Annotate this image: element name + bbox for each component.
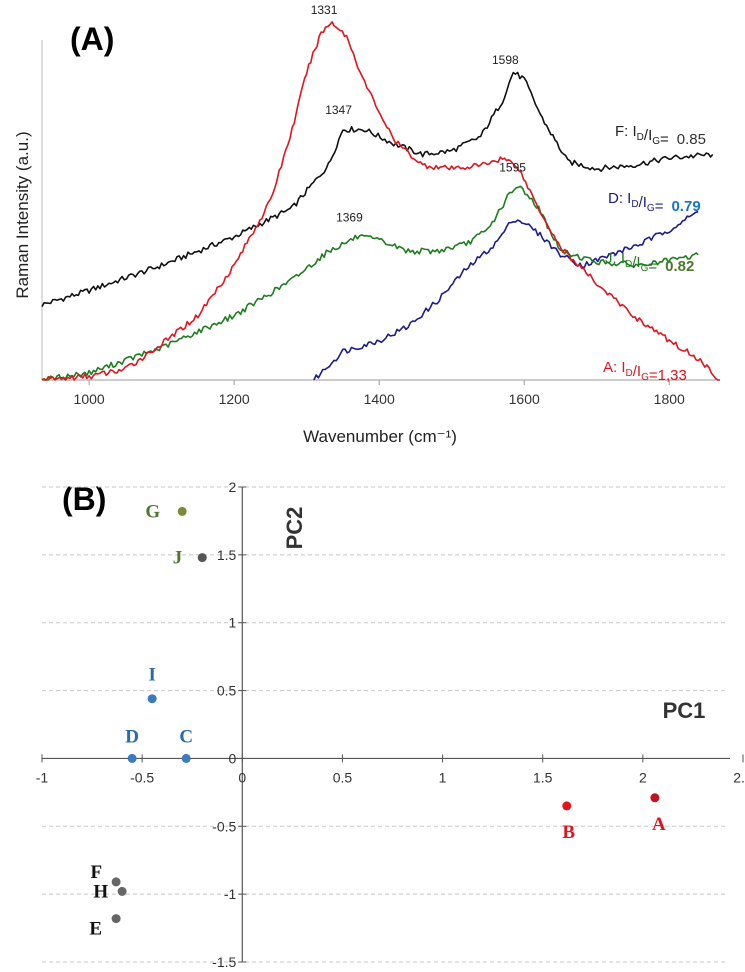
panel-a-y-axis-title: Raman Intensity (a.u.) bbox=[13, 131, 32, 298]
point-label-F: F bbox=[90, 862, 102, 883]
panel-a-x-tick-label: 1000 bbox=[74, 391, 105, 407]
point-label-E: E bbox=[89, 919, 102, 940]
pc1-tick-label: 2 bbox=[639, 769, 647, 785]
point-label-H: H bbox=[93, 881, 108, 902]
pc2-tick-label: 2 bbox=[228, 479, 236, 495]
ratio-value-D: 0.79 bbox=[671, 198, 700, 215]
pc1-tick-label: 0.5 bbox=[333, 769, 353, 785]
point-label-C: C bbox=[179, 726, 193, 747]
pc2-tick-label: 0.5 bbox=[217, 683, 237, 699]
spectrum-line-F bbox=[41, 71, 714, 307]
pc2-tick-label: 1.5 bbox=[217, 547, 237, 563]
ratio-annotation-J: J: ID/IG= 0.82 bbox=[605, 250, 694, 275]
panel-b-label: (B) bbox=[62, 481, 106, 517]
panel-a-x-tick-label: 1200 bbox=[219, 391, 250, 407]
point-H bbox=[117, 886, 127, 896]
point-D bbox=[127, 753, 137, 763]
panel-a-spectra: 1000 1200 1400 1600 1800 1331 1598 1347 1369 159… bbox=[41, 3, 720, 407]
pc1-tick-label: 0 bbox=[238, 769, 246, 785]
spectrum-line-D bbox=[313, 210, 699, 381]
point-C bbox=[181, 753, 191, 763]
point-label-G: G bbox=[145, 501, 160, 522]
pc1-axis-title: PC1 bbox=[663, 698, 706, 723]
ratio-value-J: 0.82 bbox=[665, 258, 694, 275]
peak-label: 1331 bbox=[311, 3, 338, 17]
pc1-tick-label: -0.5 bbox=[130, 769, 154, 785]
panel-b-pca-scatter: -1 -0.5 0 0.5 1 1.5 2 2.5 2 1.5 1 0.5 0 -0.5 -1 -1.5 G J… bbox=[36, 479, 745, 970]
point-A bbox=[650, 793, 660, 803]
pc2-tick-label: -0.5 bbox=[212, 818, 236, 834]
panel-a-x-axis-title: Wavenumber (cm⁻¹) bbox=[303, 427, 457, 446]
point-G bbox=[177, 506, 187, 516]
ratio-value-F: 0.85 bbox=[677, 131, 706, 148]
point-label-A: A bbox=[652, 814, 666, 835]
point-E bbox=[111, 914, 121, 924]
peak-label: 1347 bbox=[325, 103, 352, 117]
panel-a-x-tick-label: 1400 bbox=[364, 391, 395, 407]
ratio-annotation-F: F: ID/IG= 0.85 bbox=[615, 123, 706, 148]
peak-label: 1369 bbox=[336, 211, 363, 225]
panel-a-x-tick-label: 1600 bbox=[509, 391, 540, 407]
point-label-J: J bbox=[173, 548, 183, 569]
pc2-tick-label: -1.5 bbox=[212, 954, 236, 970]
pc1-tick-label: 2.5 bbox=[733, 769, 745, 785]
spectrum-line-J bbox=[41, 185, 699, 381]
panel-a-label: (A) bbox=[70, 21, 114, 57]
point-label-I: I bbox=[148, 665, 155, 686]
point-label-B: B bbox=[562, 822, 575, 843]
pc2-axis-title: PC2 bbox=[282, 507, 307, 550]
peak-label: 1595 bbox=[499, 161, 526, 175]
spectrum-line-A bbox=[41, 21, 720, 381]
pc1-tick-label: 1.5 bbox=[533, 769, 553, 785]
panel-a-x-tick-label: 1800 bbox=[654, 391, 685, 407]
pc1-tick-label: 1 bbox=[439, 769, 447, 785]
ratio-annotation-A: A: ID/IG=1,33 bbox=[603, 359, 687, 384]
point-F bbox=[111, 877, 121, 887]
pc2-tick-label: -1 bbox=[224, 886, 237, 902]
peak-label: 1598 bbox=[492, 53, 519, 67]
point-J bbox=[197, 553, 207, 563]
pc1-tick-label: -1 bbox=[36, 769, 49, 785]
pc2-tick-label: 1 bbox=[228, 615, 236, 631]
point-B bbox=[562, 801, 572, 811]
ratio-annotation-D: D: ID/IG= 0.79 bbox=[608, 190, 701, 215]
point-I bbox=[147, 694, 157, 704]
pc2-tick-label: 0 bbox=[228, 750, 236, 766]
point-label-D: D bbox=[125, 726, 139, 747]
